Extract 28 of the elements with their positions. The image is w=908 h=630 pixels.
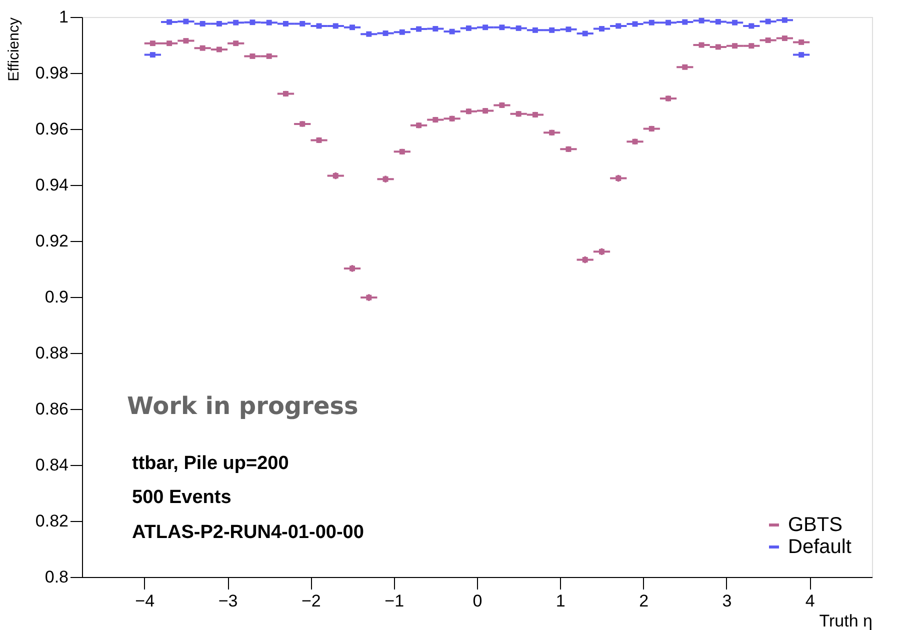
y-tick-label: 0.84 xyxy=(35,456,68,474)
x-tick-label: 0 xyxy=(472,592,482,610)
y-tick-label: 0.88 xyxy=(35,344,68,362)
annotation: ATLAS-P2-RUN4-01-00-00 xyxy=(132,522,364,543)
x-tick-label: −2 xyxy=(301,592,321,610)
y-tick-label: 0.98 xyxy=(35,64,68,82)
x-tick-label: 2 xyxy=(639,592,649,610)
legend-label: Default xyxy=(788,536,852,558)
x-tick-label: −3 xyxy=(218,592,238,610)
y-tick-label: 0.9 xyxy=(44,288,68,306)
x-tick-label: 3 xyxy=(722,592,732,610)
y-tick-label: 0.94 xyxy=(35,176,68,194)
y-tick-label: 0.92 xyxy=(35,232,68,250)
y-axis-title: Efficiency xyxy=(5,17,22,82)
y-tick-label: 0.82 xyxy=(35,512,68,530)
annotation: ttbar, Pile up=200 xyxy=(132,453,289,474)
y-tick-label: 0.86 xyxy=(35,400,68,418)
x-tick-label: 1 xyxy=(556,592,566,610)
y-tick-label: 1 xyxy=(59,8,68,26)
y-tick-label: 0.8 xyxy=(44,568,68,586)
x-tick-label: 4 xyxy=(805,592,815,610)
y-tick-label: 0.96 xyxy=(35,120,68,138)
annotation: Work in progress xyxy=(127,392,358,420)
x-axis-title: Truth η xyxy=(819,612,872,630)
x-tick-label: −4 xyxy=(135,592,155,610)
legend-label: GBTS xyxy=(788,514,842,536)
annotation: 500 Events xyxy=(132,487,232,508)
x-tick-label: −1 xyxy=(384,592,404,610)
